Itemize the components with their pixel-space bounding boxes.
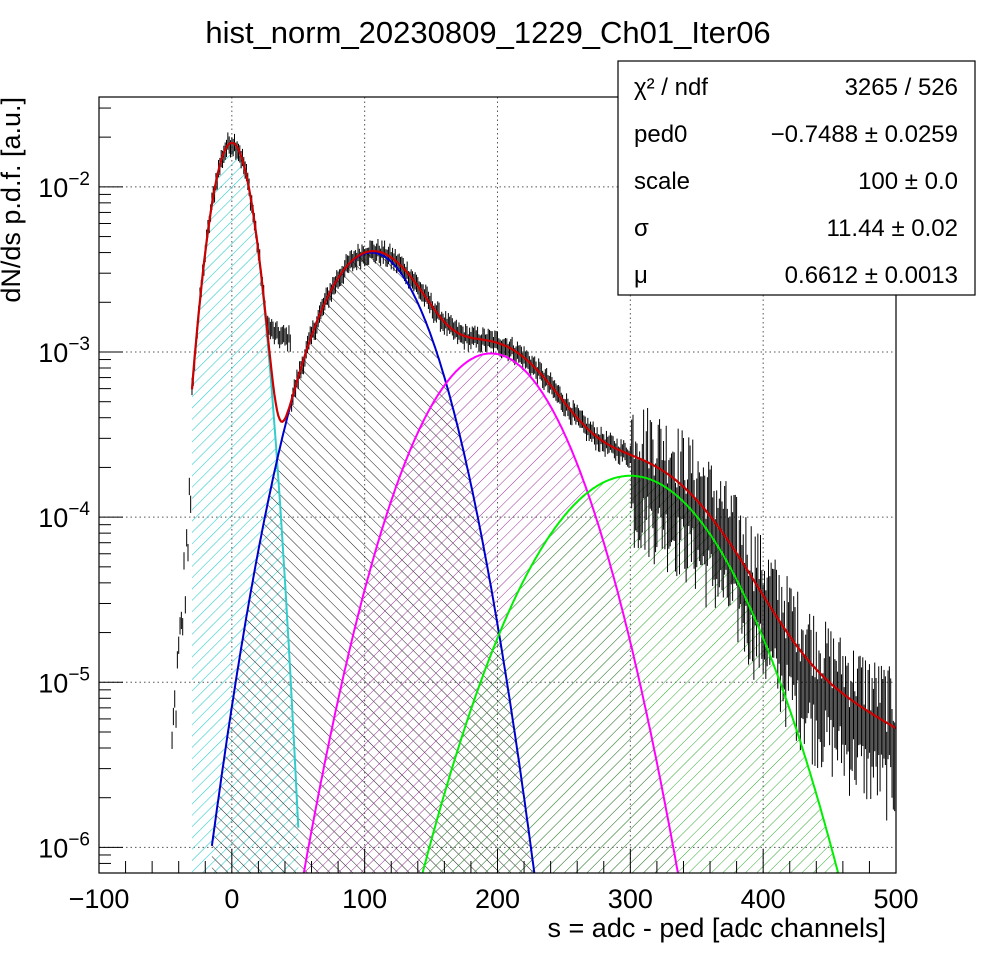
y-tick-label: 10−4 [38,499,90,533]
stat-value: 11.44 ± 0.02 [827,215,959,242]
stat-value: 100 ± 0.0 [858,168,958,195]
stat-value: 0.6612 ± 0.0013 [785,262,958,289]
stats-box-frame [617,60,976,296]
y-tick-label: 10−3 [38,334,90,368]
x-axis-title: s = adc - ped [adc channels] [548,913,886,943]
peak-3pe-fill [395,475,870,873]
stat-name: scale [634,168,690,195]
fit-stats-box: χ² / ndf 3265 / 526 ped0 −0.7488 ± 0.0259 sc… [617,60,976,296]
x-tick-label: 200 [475,884,520,914]
stat-name: σ [634,215,649,242]
x-tick-label: 0 [224,884,239,914]
x-tick-label: 500 [873,884,918,914]
peak-3pe-curve [421,474,840,873]
x-tick-label: 400 [741,884,786,914]
chart-title: hist_norm_20230809_1229_Ch01_Iter06 [205,15,770,50]
peak-1pe-curve [210,251,536,873]
x-tick-label: 300 [608,884,653,914]
y-tick-label: 10−2 [38,169,90,203]
x-tick-labels: −100 0 100 200 300 400 500 [69,884,919,914]
y-tick-label: 10−6 [38,829,90,863]
y-tick-label: 10−5 [38,664,90,698]
stat-name: μ [634,262,648,289]
data-points [171,132,896,821]
total-fit-curve [190,141,896,730]
stat-name: χ² / ndf [634,74,708,101]
peak-2pe-curve [302,352,679,873]
axis-ticks [98,107,897,874]
stat-name: ped0 [634,121,687,148]
y-tick-labels: 10−6 10−5 10−4 10−3 10−2 [38,169,90,864]
component-curves [190,141,896,873]
y-axis-title: dN/ds p.d.f. [a.u.] [0,97,26,303]
x-tick-label: −100 [69,884,130,914]
component-fills [192,142,870,873]
x-tick-label: 100 [342,884,387,914]
stat-value: −0.7488 ± 0.0259 [771,121,958,148]
stat-value: 3265 / 526 [845,74,958,101]
